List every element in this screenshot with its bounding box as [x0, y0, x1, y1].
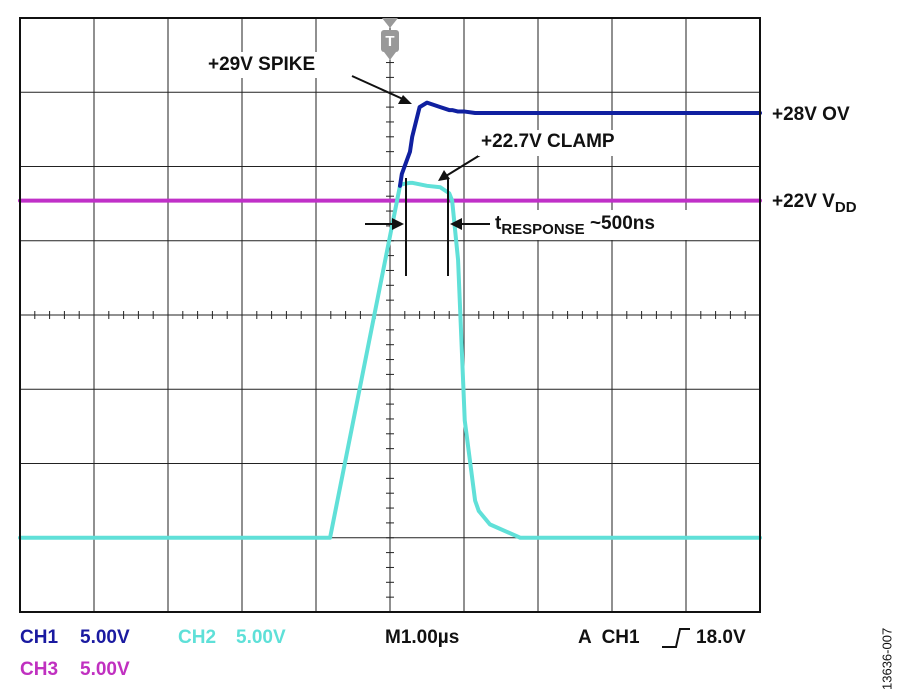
spike-arrow: [351, 75, 406, 101]
timebase: M1.00µs: [385, 627, 459, 648]
response-label: tRESPONSE ~500ns: [495, 213, 655, 238]
vdd-sub: DD: [835, 199, 857, 216]
ch3-scale: 5.00V: [80, 659, 130, 680]
trigger-source: A CH1: [578, 627, 640, 648]
figure-id: 13636-007: [879, 628, 894, 690]
ch3-name: CH3: [20, 659, 58, 680]
response-sub: RESPONSE: [501, 221, 584, 238]
trigger-label: T: [385, 33, 394, 50]
spike-label: +29V SPIKE: [208, 54, 315, 75]
label-bg: [205, 52, 350, 78]
vdd-text: +22V V: [772, 191, 835, 212]
ov-label: +28V OV: [772, 104, 850, 125]
clamp-label: +22.7V CLAMP: [481, 131, 615, 152]
ch1-scale: 5.00V: [80, 627, 130, 648]
rising-edge-icon: [662, 628, 690, 648]
trigger-level: 18.0V: [696, 627, 746, 648]
ch2-name: CH2: [178, 627, 216, 648]
ch2-scale: 5.00V: [236, 627, 286, 648]
trigger-box: [381, 30, 399, 52]
vdd-label: +22V VDD: [772, 191, 857, 216]
label-bg: [478, 130, 658, 156]
trigger-arrow: [382, 18, 398, 28]
arrowhead: [450, 218, 462, 230]
trace: [397, 100, 762, 188]
arrowhead: [392, 218, 404, 230]
traces: [18, 100, 762, 540]
arrowhead: [398, 95, 412, 104]
trigger-tip: [384, 52, 396, 60]
response-t: t: [495, 213, 502, 234]
response-after: ~500ns: [585, 213, 655, 234]
label-bg: [492, 210, 717, 240]
ch1-name: CH1: [20, 627, 58, 648]
